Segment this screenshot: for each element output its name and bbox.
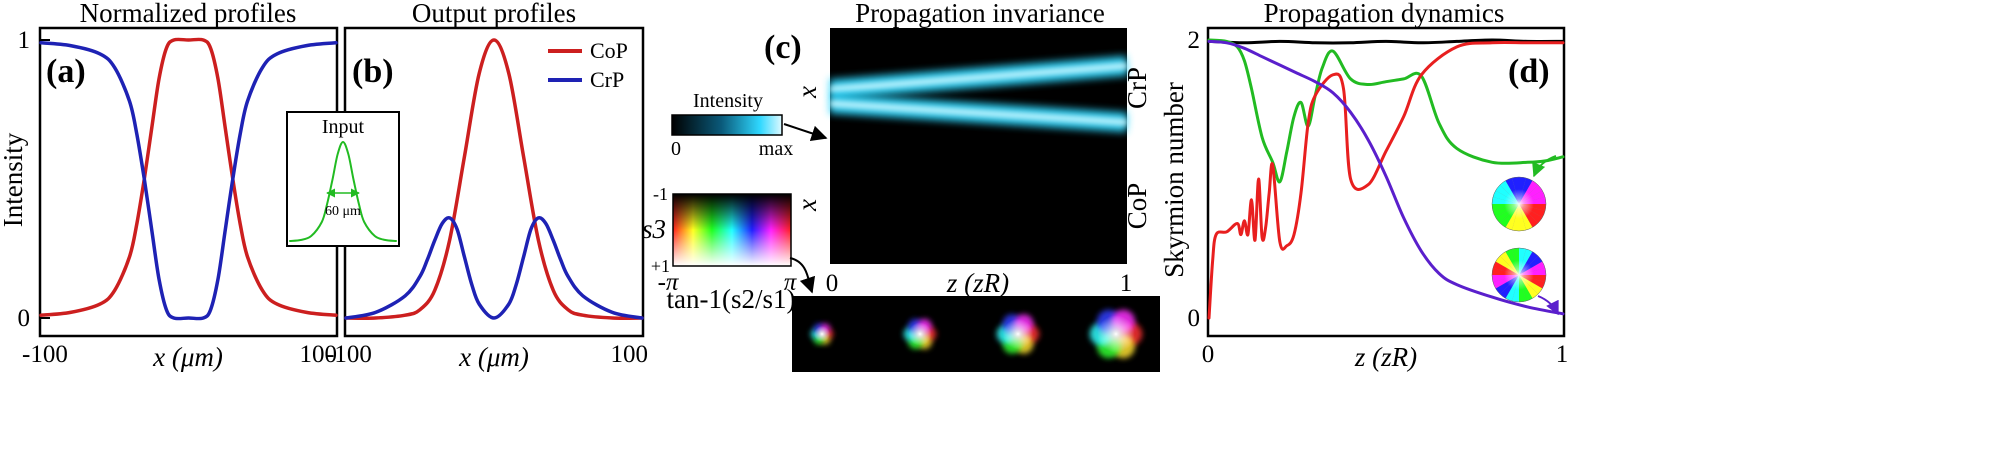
- colormap-xmin: -π: [658, 269, 680, 296]
- colormap-xmax: π: [784, 269, 798, 296]
- snapshot-spot-3: [996, 314, 1040, 354]
- panel-d: Propagation dynamics (d) Skyrmion number…: [1159, 0, 1568, 372]
- panel-c-title: Propagation invariance: [855, 0, 1105, 28]
- panel-a-xtick-min: -100: [22, 341, 68, 368]
- beam-crp-lower-core: [829, 100, 1128, 126]
- panel-b-series: [344, 38, 644, 320]
- heatmap-row-label-bottom: x: [792, 199, 822, 212]
- panel-d-ytick-0: 0: [1188, 305, 1201, 332]
- panel-c-label: (c): [764, 29, 802, 66]
- colorbar-min: 0: [671, 138, 681, 160]
- panel-a-series: [39, 37, 338, 321]
- panel-d-ytick-2: 2: [1188, 27, 1201, 54]
- snapshot-spot-1: [810, 323, 834, 345]
- panel-b-xtick-max: 100: [611, 341, 649, 368]
- panel-c: Propagation invariance (c) x x CrP CoP 0…: [642, 0, 1160, 372]
- heatmap-beams: [829, 55, 1128, 204]
- panel-b-crp-line: [344, 216, 644, 320]
- inset-title: Input: [322, 116, 365, 138]
- purple-arrow: [1537, 295, 1559, 316]
- panel-a-cop-line: [39, 37, 338, 317]
- inset-series: [289, 141, 397, 242]
- panel-a-title: Normalized profiles: [80, 0, 297, 28]
- panel-b: Output profiles (b) -100 100 x (μm) CoP …: [326, 0, 648, 372]
- panel-d-ylabel: Skyrmion number: [1159, 82, 1189, 278]
- panel-a: Normalized profiles (a) Intensity 1 0 -1…: [0, 0, 339, 372]
- snapshot-spot-4: [1089, 309, 1143, 359]
- colorbar-arrow: [783, 123, 828, 142]
- legend-crp-label: CrP: [590, 67, 624, 92]
- heatmap-side-label-cop: CoP: [1122, 183, 1152, 230]
- panel-a-ytick-1: 1: [18, 27, 31, 54]
- snapshot-spot-2: [903, 318, 937, 350]
- input-inset: Input 60 μm: [286, 111, 400, 247]
- inset-frame: [286, 111, 400, 247]
- panel-b-xtick-min: -100: [326, 341, 372, 368]
- colormap-ymax: +1: [651, 256, 670, 276]
- panel-d-xtick-0: 0: [1202, 341, 1215, 368]
- panel-b-title: Output profiles: [412, 0, 576, 28]
- panel-d-red-line: [1207, 40, 1565, 320]
- panel-d-purple-line: [1207, 39, 1565, 316]
- heatmap-xlabel: z (zR): [946, 268, 1009, 298]
- panel-a-crp-line: [39, 41, 338, 321]
- colormap-ylabel: s3: [642, 214, 666, 244]
- inset-input-line: [289, 141, 397, 242]
- panel-d-frame: [1206, 26, 1566, 338]
- colormap-xlabel: tan-1(s2/s1): [667, 284, 796, 314]
- panel-b-label: (b): [352, 53, 394, 90]
- panel-a-xtick-max: 100: [300, 341, 338, 368]
- panel-a-xlabel: x (μm): [152, 342, 223, 372]
- panel-b-legend: CoP CrP: [548, 38, 628, 92]
- heatmap-row-label-top: x: [792, 86, 822, 99]
- heatmap-side-label-crp: CrP: [1122, 67, 1152, 109]
- panel-d-series: [1207, 38, 1565, 320]
- colorbar-max: max: [759, 138, 793, 160]
- panel-d-green-line: [1207, 38, 1565, 184]
- panel-b-cop-line: [344, 38, 644, 320]
- inset-annotation: 60 μm: [325, 204, 361, 219]
- panel-a-ytick-0: 0: [18, 305, 31, 332]
- colormap-arrow: [789, 257, 816, 294]
- colorbar-label: Intensity: [693, 90, 763, 112]
- panel-d-black-line: [1207, 38, 1565, 45]
- panel-a-label: (a): [46, 53, 86, 90]
- panel-d-title: Propagation dynamics: [1264, 0, 1505, 28]
- colorbar: [671, 114, 783, 136]
- legend-cop-label: CoP: [590, 38, 628, 63]
- panel-d-xlabel: z (zR): [1354, 342, 1417, 372]
- snapshot-spots: [810, 309, 1143, 359]
- panel-d-label: (d): [1508, 53, 1550, 90]
- colormap-ymin: -1: [653, 184, 668, 204]
- heatmap-xtick-0: 0: [826, 270, 839, 297]
- heatmap-xtick-1: 1: [1120, 270, 1133, 297]
- panel-a-ylabel: Intensity: [0, 132, 28, 227]
- panel-d-xtick-1: 1: [1556, 341, 1569, 368]
- beam-crp-upper-core: [829, 62, 1128, 93]
- panel-b-xlabel: x (μm): [458, 342, 529, 372]
- green-arrow: [1532, 155, 1557, 178]
